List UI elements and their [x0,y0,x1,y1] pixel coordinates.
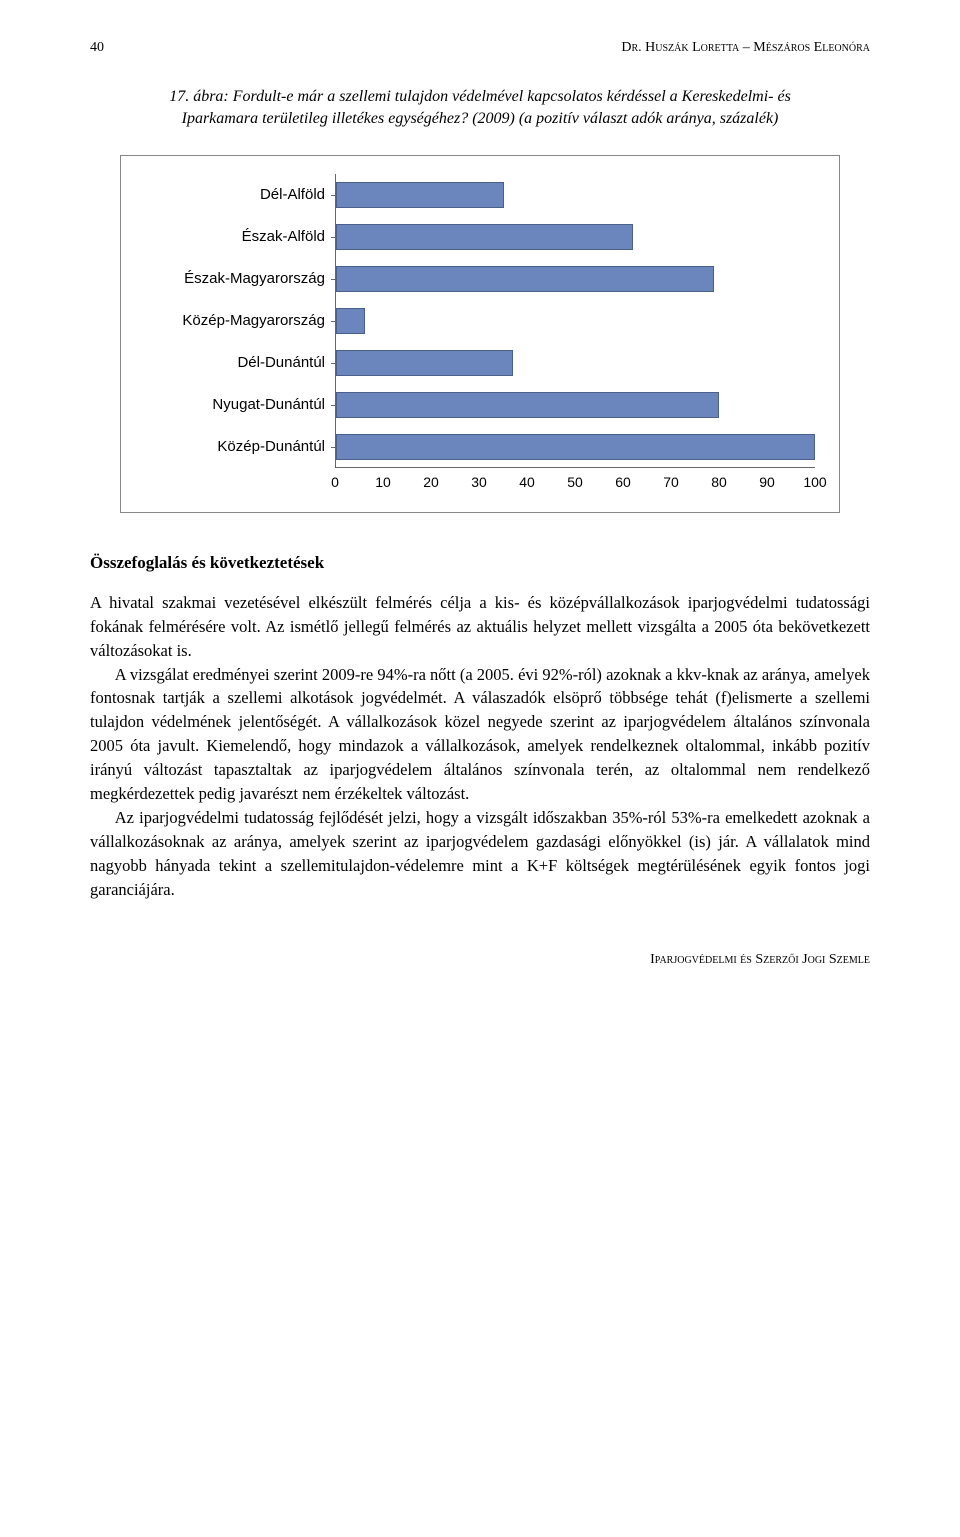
header-authors: Dr. Huszák Loretta – Mészáros Eleonóra [621,40,870,56]
chart-x-tick-label: 30 [471,474,487,490]
body-text: A hivatal szakmai vezetésével elkészült … [90,591,870,902]
footer-journal: Iparjogvédelmi és Szerzői Jogi Szemle [90,952,870,968]
chart-category-label: Nyugat-Dunántúl [145,384,335,426]
chart-x-tick-label: 50 [567,474,583,490]
chart-axis-labels: 0102030405060708090100 [335,474,815,494]
chart-bar-row [336,384,815,426]
chart-bar-row [336,174,815,216]
chart-x-tick-label: 40 [519,474,535,490]
body-paragraph: A vizsgálat eredményei szerint 2009-re 9… [90,663,870,807]
chart-x-tick-label: 90 [759,474,775,490]
chart-x-tick-label: 10 [375,474,391,490]
chart-bar-row [336,342,815,384]
chart-x-tick-label: 70 [663,474,679,490]
chart-x-tick-label: 60 [615,474,631,490]
chart-category-label: Közép-Magyarország [145,300,335,342]
chart-axis-spacer [145,474,335,494]
chart-bar-row [336,300,815,342]
chart-bar [336,182,504,208]
chart-bar [336,308,365,334]
chart-x-tick-label: 80 [711,474,727,490]
chart-category-column: Dél-AlföldÉszak-AlföldÉszak-Magyarország… [145,174,335,468]
chart-category-label: Dél-Dunántúl [145,342,335,384]
chart-x-tick-label: 20 [423,474,439,490]
figure-caption: 17. ábra: Fordult-e már a szellemi tulaj… [130,86,830,131]
chart-bar [336,392,719,418]
page-number: 40 [90,40,104,56]
chart-category-label: Dél-Alföld [145,174,335,216]
chart-container: Dél-AlföldÉszak-AlföldÉszak-Magyarország… [120,155,840,513]
body-paragraph: Az iparjogvédelmi tudatosság fejlődését … [90,806,870,902]
chart-bar-row [336,258,815,300]
chart-category-label: Közép-Dunántúl [145,426,335,468]
chart-category-label: Észak-Alföld [145,216,335,258]
section-heading: Összefoglalás és következtetések [90,553,870,573]
chart-bar [336,434,815,460]
chart-bar-row [336,426,815,468]
chart-category-label: Észak-Magyarország [145,258,335,300]
chart-x-axis: 0102030405060708090100 [145,474,815,494]
chart-x-tick-label: 0 [331,474,339,490]
page-header: 40 Dr. Huszák Loretta – Mészáros Eleonór… [90,40,870,56]
chart-x-tick-label: 100 [803,474,826,490]
chart-inner: Dél-AlföldÉszak-AlföldÉszak-Magyarország… [145,174,815,468]
chart-bar [336,224,633,250]
body-paragraph: A hivatal szakmai vezetésével elkészült … [90,591,870,663]
chart-bar-row [336,216,815,258]
chart-plot-inner [335,174,815,468]
chart-bar [336,350,513,376]
chart-plot-area [335,174,815,468]
chart-bar [336,266,714,292]
